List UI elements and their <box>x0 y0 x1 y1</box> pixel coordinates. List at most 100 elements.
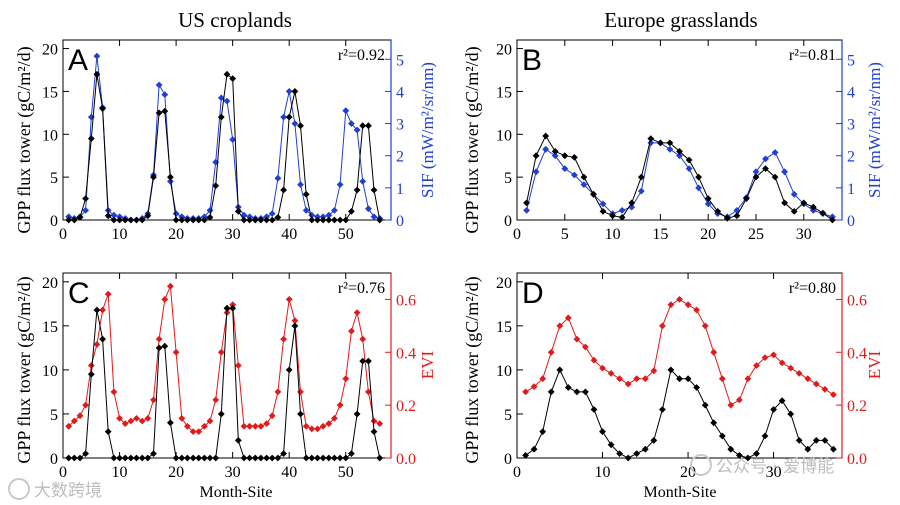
data-point <box>201 422 208 430</box>
data-point <box>223 97 231 105</box>
data-point <box>167 173 174 181</box>
data-point <box>167 282 174 290</box>
data-point <box>573 388 581 396</box>
data-point <box>830 391 837 398</box>
data-point <box>342 375 350 383</box>
data-point <box>138 417 146 425</box>
data-point <box>804 445 812 453</box>
r2-label: r²=0.76 <box>338 280 385 297</box>
data-point <box>556 366 564 374</box>
data-point <box>618 207 626 214</box>
data-point <box>121 454 129 462</box>
data-point <box>523 199 530 207</box>
data-point <box>359 335 367 343</box>
y-axis-label-gpp-left-bottom: GPP flux tower (gC/m²/d) <box>14 276 35 463</box>
data-point <box>637 187 645 195</box>
y-axis-label-gpp-right: GPP flux tower (gC/m²/d) <box>462 46 483 233</box>
data-point <box>564 384 572 391</box>
data-point <box>280 450 287 457</box>
data-point <box>701 322 709 330</box>
y-tick-label: 15 <box>496 84 512 101</box>
watermark-left-text: 大数跨境 <box>34 481 102 501</box>
data-point <box>240 422 248 430</box>
data-point <box>99 306 106 314</box>
data-point <box>628 203 636 211</box>
data-point <box>93 306 101 314</box>
data-point <box>564 314 572 322</box>
data-point <box>155 344 163 352</box>
data-point <box>291 317 299 324</box>
data-point <box>727 401 735 409</box>
data-point <box>257 454 265 462</box>
data-point <box>144 454 152 462</box>
data-point <box>580 181 588 188</box>
watermark-right: 公众号 · 爱博能 <box>690 452 834 478</box>
x-tick-label: 0 <box>513 464 521 481</box>
data-point <box>76 412 84 420</box>
data-point <box>778 397 786 405</box>
data-point <box>532 168 540 176</box>
panel-c: 0 10 20 30 40 50 0 5 10 15 20 0.0 0.2 0.4 0.6 C r²=0.76 <box>42 272 416 481</box>
data-point <box>302 422 310 430</box>
watermark-right-text: 公众号 · 爱博能 <box>716 457 835 477</box>
y2-axis-label-evi-c: EVI <box>418 351 437 380</box>
data-point <box>771 149 779 156</box>
data-point <box>212 396 220 404</box>
y2-axis-label-evi-d: EVI <box>865 351 884 380</box>
y2-tick-label: 0.0 <box>396 451 416 468</box>
data-point <box>353 309 361 316</box>
y2-tick-label: 0 <box>396 213 404 230</box>
data-point <box>144 212 152 220</box>
data-point <box>308 216 316 224</box>
data-point <box>263 216 270 224</box>
data-point <box>308 454 316 462</box>
data-point <box>161 342 169 350</box>
y2-tick-label: 3 <box>847 117 855 134</box>
r2-label: r²=0.81 <box>789 47 836 64</box>
panel-letter: B <box>522 44 542 77</box>
data-point <box>229 75 237 82</box>
y2-tick-label: 0.2 <box>396 398 416 415</box>
y-axis-label-gpp-left: GPP flux tower (gC/m²/d) <box>14 46 35 233</box>
data-point <box>155 109 163 117</box>
data-point <box>761 432 769 440</box>
data-point <box>82 207 89 214</box>
data-point <box>234 208 242 215</box>
data-point <box>297 122 304 130</box>
data-point <box>657 139 664 147</box>
data-point <box>704 195 712 202</box>
data-point <box>365 205 372 213</box>
data-point <box>104 428 112 435</box>
y-axis-label-gpp-right-bottom: GPP flux tower (gC/m²/d) <box>462 276 483 463</box>
data-point <box>365 388 372 396</box>
data-point <box>666 145 674 153</box>
x-axis-label-right: Month-Site <box>644 484 717 501</box>
data-point <box>736 452 743 459</box>
data-point <box>110 388 118 396</box>
x-tick-label: 20 <box>168 464 184 481</box>
data-point <box>676 152 683 160</box>
y-tick-label: 20 <box>42 42 58 59</box>
data-point <box>616 375 623 383</box>
data-point <box>714 208 722 215</box>
y2-axis-label-sif-a: SIF (mW/m²/sr/nm) <box>418 62 437 198</box>
data-point <box>297 181 304 188</box>
series-gpp-flux-tower <box>65 304 384 462</box>
data-point <box>150 173 157 181</box>
data-point <box>370 213 378 221</box>
data-point <box>667 301 675 309</box>
data-point <box>348 327 355 335</box>
data-point <box>573 335 581 343</box>
data-point <box>251 454 259 462</box>
panel-letter: A <box>68 44 88 77</box>
data-point <box>291 322 299 330</box>
y-tick-label: 10 <box>42 127 58 144</box>
x-tick-label: 30 <box>225 464 241 481</box>
data-point <box>268 454 276 462</box>
data-point <box>70 454 78 462</box>
data-point <box>314 454 321 462</box>
data-point <box>790 208 798 215</box>
data-point <box>676 375 683 383</box>
data-point <box>342 454 350 462</box>
data-point <box>787 410 795 418</box>
